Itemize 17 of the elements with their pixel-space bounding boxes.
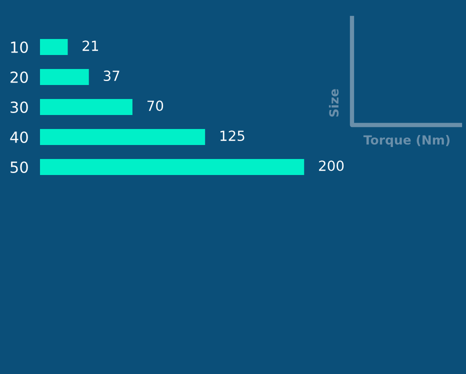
bar (40, 39, 68, 55)
y-tick-label: 40 (10, 131, 28, 144)
data-label: 37 (104, 70, 120, 82)
y-tick-label: 30 (10, 101, 28, 114)
data-label: 21 (82, 40, 98, 51)
bar (40, 159, 304, 175)
y-axis-title: Size (328, 89, 339, 117)
bar (40, 129, 206, 145)
data-label: 125 (220, 130, 244, 142)
bar (40, 99, 132, 115)
bar (40, 69, 89, 85)
y-tick-label: 20 (10, 71, 28, 84)
data-label: 200 (319, 160, 344, 172)
data-label: 70 (147, 100, 164, 112)
x-axis-title: Torque (Nm) (363, 134, 450, 148)
y-tick-label: 50 (10, 161, 28, 174)
y-tick-label: 10 (11, 41, 28, 54)
